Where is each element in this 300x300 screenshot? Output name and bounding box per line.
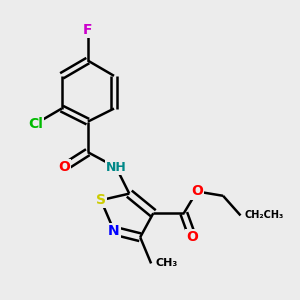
- Text: O: O: [187, 230, 199, 244]
- Text: F: F: [83, 23, 93, 37]
- Text: S: S: [96, 193, 106, 207]
- Text: CH₂CH₃: CH₂CH₃: [245, 210, 284, 220]
- Text: N: N: [108, 224, 120, 238]
- Text: Cl: Cl: [28, 117, 43, 131]
- Text: CH₃: CH₃: [155, 258, 178, 268]
- Text: O: O: [58, 160, 70, 174]
- Text: O: O: [191, 184, 203, 198]
- Text: NH: NH: [106, 161, 127, 174]
